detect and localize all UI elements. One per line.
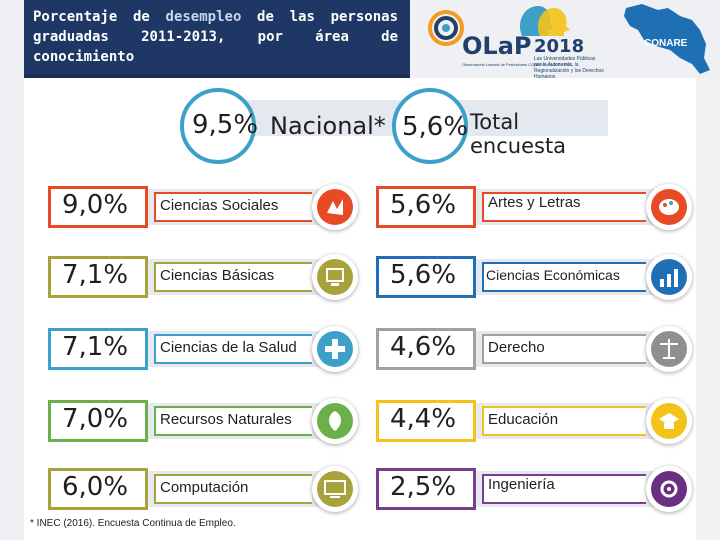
header-title-panel: Porcentaje de desempleo de las personas …: [24, 0, 410, 78]
area-label: Ciencias Sociales: [160, 197, 279, 214]
source-footnote: * INEC (2016). Encuesta Continua de Empl…: [30, 518, 236, 529]
area-label: Artes y Letras: [488, 194, 581, 211]
economics-chart-icon: [646, 254, 692, 300]
area-card-derecho: 4,6% Derecho: [376, 326, 694, 372]
area-value: 4,4%: [390, 404, 457, 434]
value-box: [376, 186, 476, 228]
olap-logo-icon: [428, 10, 464, 46]
national-summary: 9,5% Nacional* 5,6% Total encuesta: [180, 88, 610, 164]
national-bar: [230, 100, 410, 136]
label-box: [154, 192, 312, 222]
total-ring: [392, 88, 468, 164]
area-label: Educación: [488, 411, 559, 428]
heads-profile-logo-icon: [519, 6, 570, 36]
education-icon: [646, 398, 692, 444]
national-ring: [180, 88, 256, 164]
area-label: Ciencias Básicas: [160, 267, 275, 284]
label-box: [482, 406, 646, 436]
value-box: [48, 328, 148, 370]
title-text-1: Porcentaje de: [33, 9, 166, 25]
value-box: [376, 328, 476, 370]
area-card-ciencias-economicas: 5,6% Ciencias Económicas: [376, 254, 694, 300]
label-box: [154, 406, 312, 436]
area-value: 5,6%: [390, 190, 457, 220]
value-box: [48, 186, 148, 228]
area-label: Derecho: [488, 339, 545, 356]
area-card-ciencias-basicas: 7,1% Ciencias Básicas: [48, 254, 358, 300]
total-value: 5,6%: [402, 112, 469, 142]
arts-palette-icon: [646, 184, 692, 230]
area-label: Ciencias de la Salud: [160, 339, 297, 356]
area-card-recursos-naturales: 7,0% Recursos Naturales: [48, 398, 358, 444]
year-badge: 2018: [534, 36, 585, 57]
area-label: Recursos Naturales: [160, 411, 292, 428]
label-box: [154, 262, 312, 292]
title-highlight: desempleo: [165, 9, 242, 25]
area-value: 4,6%: [390, 332, 457, 362]
label-box: [482, 334, 646, 364]
value-box: [376, 468, 476, 510]
area-label: Ciencias Económicas: [486, 267, 620, 283]
header-logos: OLaP Observatorio Laboral de Profesiones…: [410, 0, 720, 80]
costa-rica-map-icon: [624, 4, 710, 74]
area-value: 7,1%: [62, 332, 129, 362]
engineering-gear-icon: [646, 466, 692, 512]
value-box: [48, 468, 148, 510]
conare-label: CONARE: [644, 38, 688, 49]
natural-resources-icon: [312, 398, 358, 444]
label-box: [482, 474, 646, 504]
area-card-ciencias-sociales: 9,0% Ciencias Sociales: [48, 184, 358, 230]
left-decorative-stripe: [0, 0, 24, 540]
page-title: Porcentaje de desempleo de las personas …: [24, 0, 410, 67]
total-label: Total encuesta: [470, 110, 567, 158]
national-value: 9,5%: [192, 110, 259, 140]
social-sciences-icon: [312, 184, 358, 230]
olap-subtitle: Observatorio Laboral de Profesiones CONA…: [462, 62, 573, 67]
area-card-ingenieria: 2,5% Ingeniería: [376, 466, 694, 512]
area-card-computacion: 6,0% Computación: [48, 466, 358, 512]
area-card-artes-letras: 5,6% Artes y Letras: [376, 184, 694, 230]
value-box: [376, 400, 476, 442]
right-decorative-stripe: [696, 78, 720, 540]
area-card-educacion: 4,4% Educación: [376, 398, 694, 444]
area-value: 7,0%: [62, 404, 129, 434]
value-box: [48, 400, 148, 442]
basic-sciences-icon: [312, 254, 358, 300]
year-subtitle: Las Universidades Públicas por la Autono…: [534, 56, 604, 80]
area-card-ciencias-salud: 7,1% Ciencias de la Salud: [48, 326, 358, 372]
olap-wordmark: OLaP: [462, 32, 532, 60]
value-box: [48, 256, 148, 298]
area-label: Computación: [160, 479, 249, 496]
area-value: 9,0%: [62, 190, 129, 220]
label-box: [482, 262, 646, 292]
label-box: [154, 474, 312, 504]
area-value: 7,1%: [62, 260, 129, 290]
title-text-2: de las personas graduadas 2011-2013, por…: [33, 9, 398, 65]
area-value: 6,0%: [62, 472, 129, 502]
label-box: [482, 192, 646, 222]
law-scales-icon: [646, 326, 692, 372]
health-icon: [312, 326, 358, 372]
national-label: Nacional*: [270, 112, 386, 140]
value-box: [376, 256, 476, 298]
label-box: [154, 334, 312, 364]
area-value: 2,5%: [390, 472, 457, 502]
area-label: Ingeniería: [488, 476, 555, 493]
area-value: 5,6%: [390, 260, 457, 290]
computer-icon: [312, 466, 358, 512]
